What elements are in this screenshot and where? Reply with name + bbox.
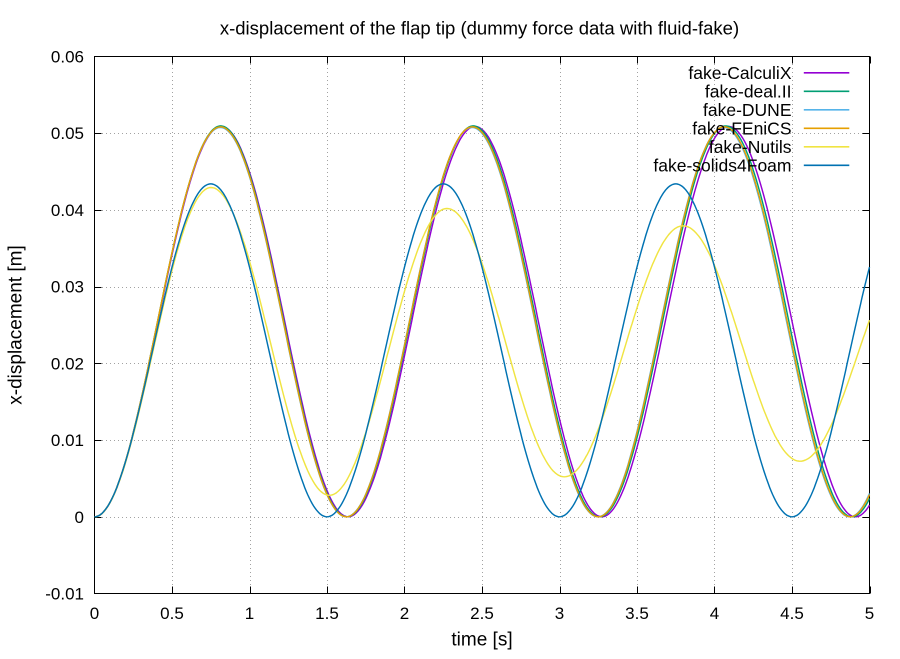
svg-text:0.01: 0.01: [51, 431, 84, 450]
svg-text:0.02: 0.02: [51, 354, 84, 373]
svg-text:time [s]: time [s]: [451, 630, 512, 651]
svg-text:0.5: 0.5: [160, 604, 184, 623]
svg-text:x-displacement [m]: x-displacement [m]: [6, 245, 27, 404]
svg-text:-0.01: -0.01: [45, 585, 84, 604]
svg-text:0.04: 0.04: [51, 201, 84, 220]
svg-text:4: 4: [710, 604, 719, 623]
svg-text:3.5: 3.5: [625, 604, 649, 623]
svg-text:3: 3: [555, 604, 564, 623]
svg-text:fake-Nutils: fake-Nutils: [709, 137, 792, 157]
svg-text:1.5: 1.5: [315, 604, 339, 623]
svg-text:2.5: 2.5: [470, 604, 494, 623]
svg-text:1: 1: [245, 604, 254, 623]
svg-text:0: 0: [75, 508, 84, 527]
svg-text:0.06: 0.06: [51, 48, 84, 67]
svg-text:5: 5: [865, 604, 874, 623]
svg-text:4.5: 4.5: [780, 604, 804, 623]
svg-text:0.05: 0.05: [51, 124, 84, 143]
svg-text:fake-FEniCS: fake-FEniCS: [692, 119, 791, 139]
svg-text:0: 0: [90, 604, 99, 623]
svg-text:fake-CalculiX: fake-CalculiX: [688, 63, 791, 83]
svg-text:x-displacement of the flap tip: x-displacement of the flap tip (dummy fo…: [220, 18, 739, 39]
svg-text:2: 2: [400, 604, 409, 623]
svg-text:fake-DUNE: fake-DUNE: [703, 100, 792, 120]
svg-text:0.03: 0.03: [51, 278, 84, 297]
svg-text:fake-solids4Foam: fake-solids4Foam: [653, 156, 791, 176]
svg-text:fake-deal.II: fake-deal.II: [705, 82, 792, 102]
